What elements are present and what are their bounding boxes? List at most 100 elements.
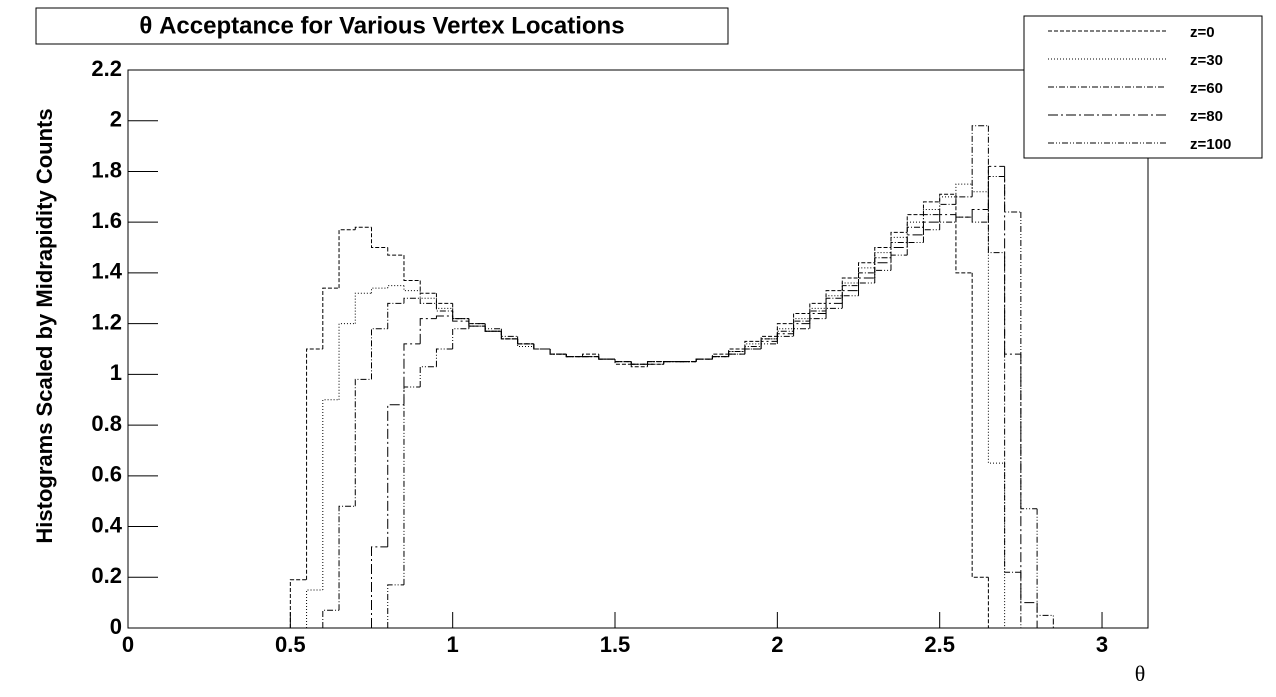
title-box <box>35 7 729 45</box>
histogram-bin <box>939 196 956 210</box>
histogram-bin <box>387 285 404 289</box>
histogram-bin <box>939 193 956 202</box>
histogram-bin <box>955 183 973 197</box>
histogram-bin <box>549 349 567 355</box>
histogram-bin <box>906 226 924 243</box>
x-tick-label: 1 <box>447 632 459 657</box>
histogram-bin <box>841 282 859 296</box>
histogram-bin <box>858 262 875 278</box>
histogram-bin <box>825 307 843 319</box>
histogram-bin <box>630 364 648 368</box>
histogram-bin <box>825 295 843 309</box>
histogram-bin <box>322 287 340 349</box>
histogram-bin <box>371 227 388 249</box>
histogram-bin <box>549 349 567 355</box>
y-tick-label: 0 <box>110 614 122 639</box>
histogram-bin <box>825 290 843 304</box>
histogram-bin <box>435 293 453 304</box>
histogram-bin <box>906 221 924 238</box>
histogram-bin <box>598 354 616 360</box>
histogram-bin <box>484 323 502 330</box>
x-tick-label: 1.5 <box>600 632 631 657</box>
histogram-bin <box>890 231 908 248</box>
histogram-bin <box>533 343 551 350</box>
legend-label: z=100 <box>1190 136 1231 153</box>
histogram-bin <box>630 361 648 365</box>
histogram-bin <box>1004 176 1021 213</box>
histogram-bin <box>890 236 908 253</box>
histogram-bin <box>1020 572 1038 629</box>
histogram-bin <box>403 297 421 304</box>
histogram-bin <box>354 226 372 230</box>
histogram-bin <box>809 302 827 314</box>
histogram-bin <box>582 353 599 357</box>
histogram-bin <box>338 323 356 400</box>
histogram-bin <box>468 318 486 325</box>
y-tick-label: 0.2 <box>91 563 122 588</box>
histogram-bin <box>1020 354 1038 604</box>
histogram-bin <box>468 318 486 327</box>
histogram-bin <box>858 277 875 291</box>
legend-label: z=30 <box>1190 52 1223 69</box>
histogram-bin <box>500 331 518 340</box>
histogram-bin <box>695 358 713 362</box>
histogram-bin <box>435 315 453 319</box>
histogram-bin <box>841 285 859 299</box>
histogram-bin <box>1004 463 1021 629</box>
histogram-bin <box>776 323 794 337</box>
y-axis-label: Histograms Scaled by Midrapidity Counts <box>32 108 57 543</box>
histogram-bin <box>468 323 486 329</box>
histogram-bin <box>517 338 534 345</box>
histogram-bin <box>517 336 534 345</box>
histogram-bin <box>306 589 323 628</box>
histogram-bin <box>841 277 859 291</box>
histogram-bin <box>452 328 469 349</box>
histogram-bin <box>760 343 778 349</box>
histogram-bin <box>452 310 469 320</box>
histogram-bin <box>922 201 940 215</box>
histogram-bin <box>987 125 1005 254</box>
histogram-bin <box>841 295 859 309</box>
histogram-bin <box>776 333 794 342</box>
x-tick-label: 0.5 <box>275 632 306 657</box>
histogram-bin <box>354 378 372 507</box>
histogram-bin <box>484 323 502 332</box>
histogram-bin <box>922 221 940 235</box>
histogram-bin <box>971 217 989 223</box>
histogram-bin <box>760 338 778 347</box>
histogram-bin <box>452 303 469 320</box>
histogram-bin <box>1020 212 1038 510</box>
y-tick-label: 0.4 <box>91 512 122 537</box>
histogram-bin <box>387 302 404 329</box>
legend-label: z=0 <box>1190 24 1215 41</box>
histogram-bin <box>793 320 810 332</box>
histogram-bin <box>793 328 810 337</box>
y-tick-label: 2.2 <box>91 56 122 81</box>
histogram-bin <box>874 257 891 273</box>
histogram-bin <box>971 209 989 218</box>
histogram-bin <box>565 354 583 358</box>
histogram-bin <box>387 247 404 256</box>
y-tick-label: 1.8 <box>91 157 122 182</box>
histogram-bin <box>500 331 518 340</box>
y-tick-label: 1.4 <box>91 259 122 284</box>
histogram-bin <box>711 356 729 360</box>
histogram-bin <box>354 292 372 324</box>
histogram-bin <box>403 386 421 585</box>
histogram-bin <box>452 316 469 322</box>
histogram-bin <box>906 234 924 248</box>
histogram-bin <box>760 340 778 349</box>
histogram-bin <box>419 318 437 344</box>
histogram-bin <box>533 343 551 350</box>
y-tick-label: 1.6 <box>91 208 122 233</box>
y-tick-label: 0.6 <box>91 462 122 487</box>
histogram-bin <box>776 335 794 344</box>
histogram-bin <box>533 343 551 350</box>
histogram-bin <box>500 328 518 337</box>
histogram-bin <box>419 366 437 388</box>
histogram-bin <box>971 184 989 193</box>
histogram-bin <box>419 290 437 299</box>
chart-title: θ Acceptance for Various Vertex Location… <box>139 12 624 39</box>
histogram-bin <box>371 546 388 628</box>
